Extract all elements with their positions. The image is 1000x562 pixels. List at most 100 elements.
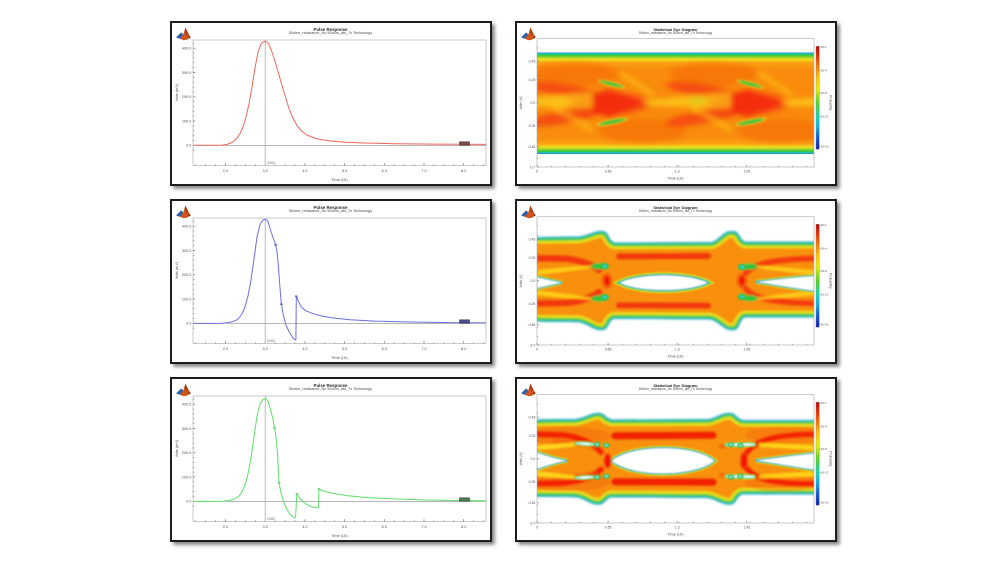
svg-text:0.0: 0.0 <box>186 322 191 326</box>
svg-text:1.3: 1.3 <box>675 169 680 173</box>
svg-text:3.063: 3.063 <box>267 517 275 521</box>
svg-text:Volts (V): Volts (V) <box>519 452 523 465</box>
svg-text:1.3: 1.3 <box>675 525 680 529</box>
svg-text:Pulse Response: Pulse Response <box>314 27 348 32</box>
svg-text:10-12: 10-12 <box>821 115 829 119</box>
svg-text:Volts (mV): Volts (mV) <box>175 261 179 279</box>
svg-text:0: 0 <box>536 525 538 529</box>
svg-text:10-1: 10-1 <box>821 401 827 405</box>
svg-text:Time (UI): Time (UI) <box>667 531 684 536</box>
svg-text:-0.7: -0.7 <box>529 521 535 525</box>
svg-text:300.0: 300.0 <box>182 71 192 75</box>
svg-text:Time (UI): Time (UI) <box>667 175 684 180</box>
svg-text:10-1: 10-1 <box>821 223 827 227</box>
svg-text:0.65: 0.65 <box>605 169 612 173</box>
svg-text:200.0: 200.0 <box>182 273 192 277</box>
svg-text:10-4: 10-4 <box>821 425 827 429</box>
svg-text:6.0: 6.0 <box>382 525 387 529</box>
svg-text:300.0: 300.0 <box>182 249 192 253</box>
svg-text:3.0: 3.0 <box>263 525 268 529</box>
svg-text:400.0: 400.0 <box>182 225 192 229</box>
svg-text:400.0: 400.0 <box>182 47 192 51</box>
svg-text:3.063: 3.063 <box>267 339 275 343</box>
svg-text:Pulse Response: Pulse Response <box>314 205 348 210</box>
svg-text:10-4: 10-4 <box>821 69 827 73</box>
svg-text:Statistical Eye Diagram: Statistical Eye Diagram <box>653 383 698 388</box>
svg-text:0.65: 0.65 <box>605 347 612 351</box>
svg-text:0.0: 0.0 <box>531 279 536 283</box>
svg-text:0.0: 0.0 <box>186 500 191 504</box>
svg-text:2.0: 2.0 <box>223 347 228 351</box>
svg-text:Pulse Response: Pulse Response <box>314 383 348 388</box>
svg-text:Volts (mV): Volts (mV) <box>175 439 179 457</box>
svg-text:10-12: 10-12 <box>821 471 829 475</box>
svg-text:Volts (V): Volts (V) <box>519 96 523 109</box>
svg-text:10-8: 10-8 <box>821 91 827 95</box>
svg-text:0.45: 0.45 <box>529 59 536 63</box>
svg-text:5.0: 5.0 <box>342 525 347 529</box>
svg-text:1.95: 1.95 <box>743 525 750 529</box>
svg-text:7.0: 7.0 <box>421 169 426 173</box>
svg-text:Probability: Probability <box>829 451 833 467</box>
svg-text:4.0: 4.0 <box>302 169 307 173</box>
svg-text:200.0: 200.0 <box>182 451 192 455</box>
svg-text:10-8: 10-8 <box>821 447 827 451</box>
svg-text:5.0: 5.0 <box>342 169 347 173</box>
svg-text:Time (UI): Time (UI) <box>331 533 348 538</box>
svg-text:-0.7: -0.7 <box>529 165 535 169</box>
svg-text:100.0: 100.0 <box>182 475 192 479</box>
svg-text:2.0: 2.0 <box>223 169 228 173</box>
svg-text:3.0: 3.0 <box>263 169 268 173</box>
svg-text:400.0: 400.0 <box>182 403 192 407</box>
svg-text:1.95: 1.95 <box>743 169 750 173</box>
svg-text:10-16: 10-16 <box>821 145 829 149</box>
svg-text:0.0: 0.0 <box>531 101 536 105</box>
svg-text:-0.7: -0.7 <box>529 343 535 347</box>
svg-text:5.0: 5.0 <box>342 347 347 351</box>
svg-text:8.0: 8.0 <box>461 347 466 351</box>
svg-text:10-16: 10-16 <box>821 501 829 505</box>
svg-text:Time (UI): Time (UI) <box>331 355 348 360</box>
svg-text:100.0: 100.0 <box>182 119 192 123</box>
svg-text:6.0: 6.0 <box>382 347 387 351</box>
svg-text:Probability: Probability <box>829 95 833 111</box>
svg-text:Statistical Eye Diagram: Statistical Eye Diagram <box>653 27 698 32</box>
svg-text:0: 0 <box>536 169 538 173</box>
svg-text:50ohm_resistance_No 50ohm_dbl_: 50ohm_resistance_No 50ohm_dbl_Tx Technol… <box>639 387 713 391</box>
svg-text:0.45: 0.45 <box>529 415 536 419</box>
svg-text:0.0: 0.0 <box>531 457 536 461</box>
svg-text:10-1: 10-1 <box>821 45 827 49</box>
svg-text:-0.25: -0.25 <box>527 302 535 306</box>
svg-text:Probability: Probability <box>829 273 833 289</box>
svg-text:50ohm_resistance_No 50ohm_dbl_: 50ohm_resistance_No 50ohm_dbl_Tx Technol… <box>289 31 372 35</box>
svg-text:0.25: 0.25 <box>529 78 536 82</box>
svg-text:1.3: 1.3 <box>675 347 680 351</box>
svg-text:0.45: 0.45 <box>529 237 536 241</box>
svg-text:-0.45: -0.45 <box>527 501 535 505</box>
svg-text:Time (UI): Time (UI) <box>331 177 348 182</box>
svg-text:100.0: 100.0 <box>182 297 192 301</box>
svg-text:0.25: 0.25 <box>529 256 536 260</box>
svg-text:200.0: 200.0 <box>182 95 192 99</box>
svg-text:4.0: 4.0 <box>302 347 307 351</box>
svg-text:10-16: 10-16 <box>821 323 829 327</box>
svg-text:2.0: 2.0 <box>223 525 228 529</box>
svg-text:3.0: 3.0 <box>263 347 268 351</box>
svg-text:0.65: 0.65 <box>605 525 612 529</box>
svg-text:-0.45: -0.45 <box>527 323 535 327</box>
svg-text:3.063: 3.063 <box>267 161 275 165</box>
svg-text:10-12: 10-12 <box>821 293 829 297</box>
svg-text:50ohm_resistance_No 50ohm_dbl_: 50ohm_resistance_No 50ohm_dbl_Tx Technol… <box>289 387 372 391</box>
svg-text:Statistical Eye Diagram: Statistical Eye Diagram <box>653 205 698 210</box>
svg-text:0.25: 0.25 <box>529 434 536 438</box>
svg-text:8.0: 8.0 <box>461 169 466 173</box>
svg-text:1.95: 1.95 <box>743 347 750 351</box>
svg-text:0.0: 0.0 <box>186 144 191 148</box>
svg-text:7.0: 7.0 <box>421 525 426 529</box>
svg-text:50ohm_resistance_No 50ohm_dbl_: 50ohm_resistance_No 50ohm_dbl_Tx Technol… <box>289 209 372 213</box>
svg-text:50ohm_resistance_No 50ohm_dbl_: 50ohm_resistance_No 50ohm_dbl_Tx Technol… <box>639 209 713 213</box>
svg-text:10-4: 10-4 <box>821 247 827 251</box>
svg-text:50ohm_resistance_No 50ohm_dbl_: 50ohm_resistance_No 50ohm_dbl_Tx Technol… <box>639 31 713 35</box>
svg-text:Time (UI): Time (UI) <box>667 353 684 358</box>
svg-text:7.0: 7.0 <box>421 347 426 351</box>
